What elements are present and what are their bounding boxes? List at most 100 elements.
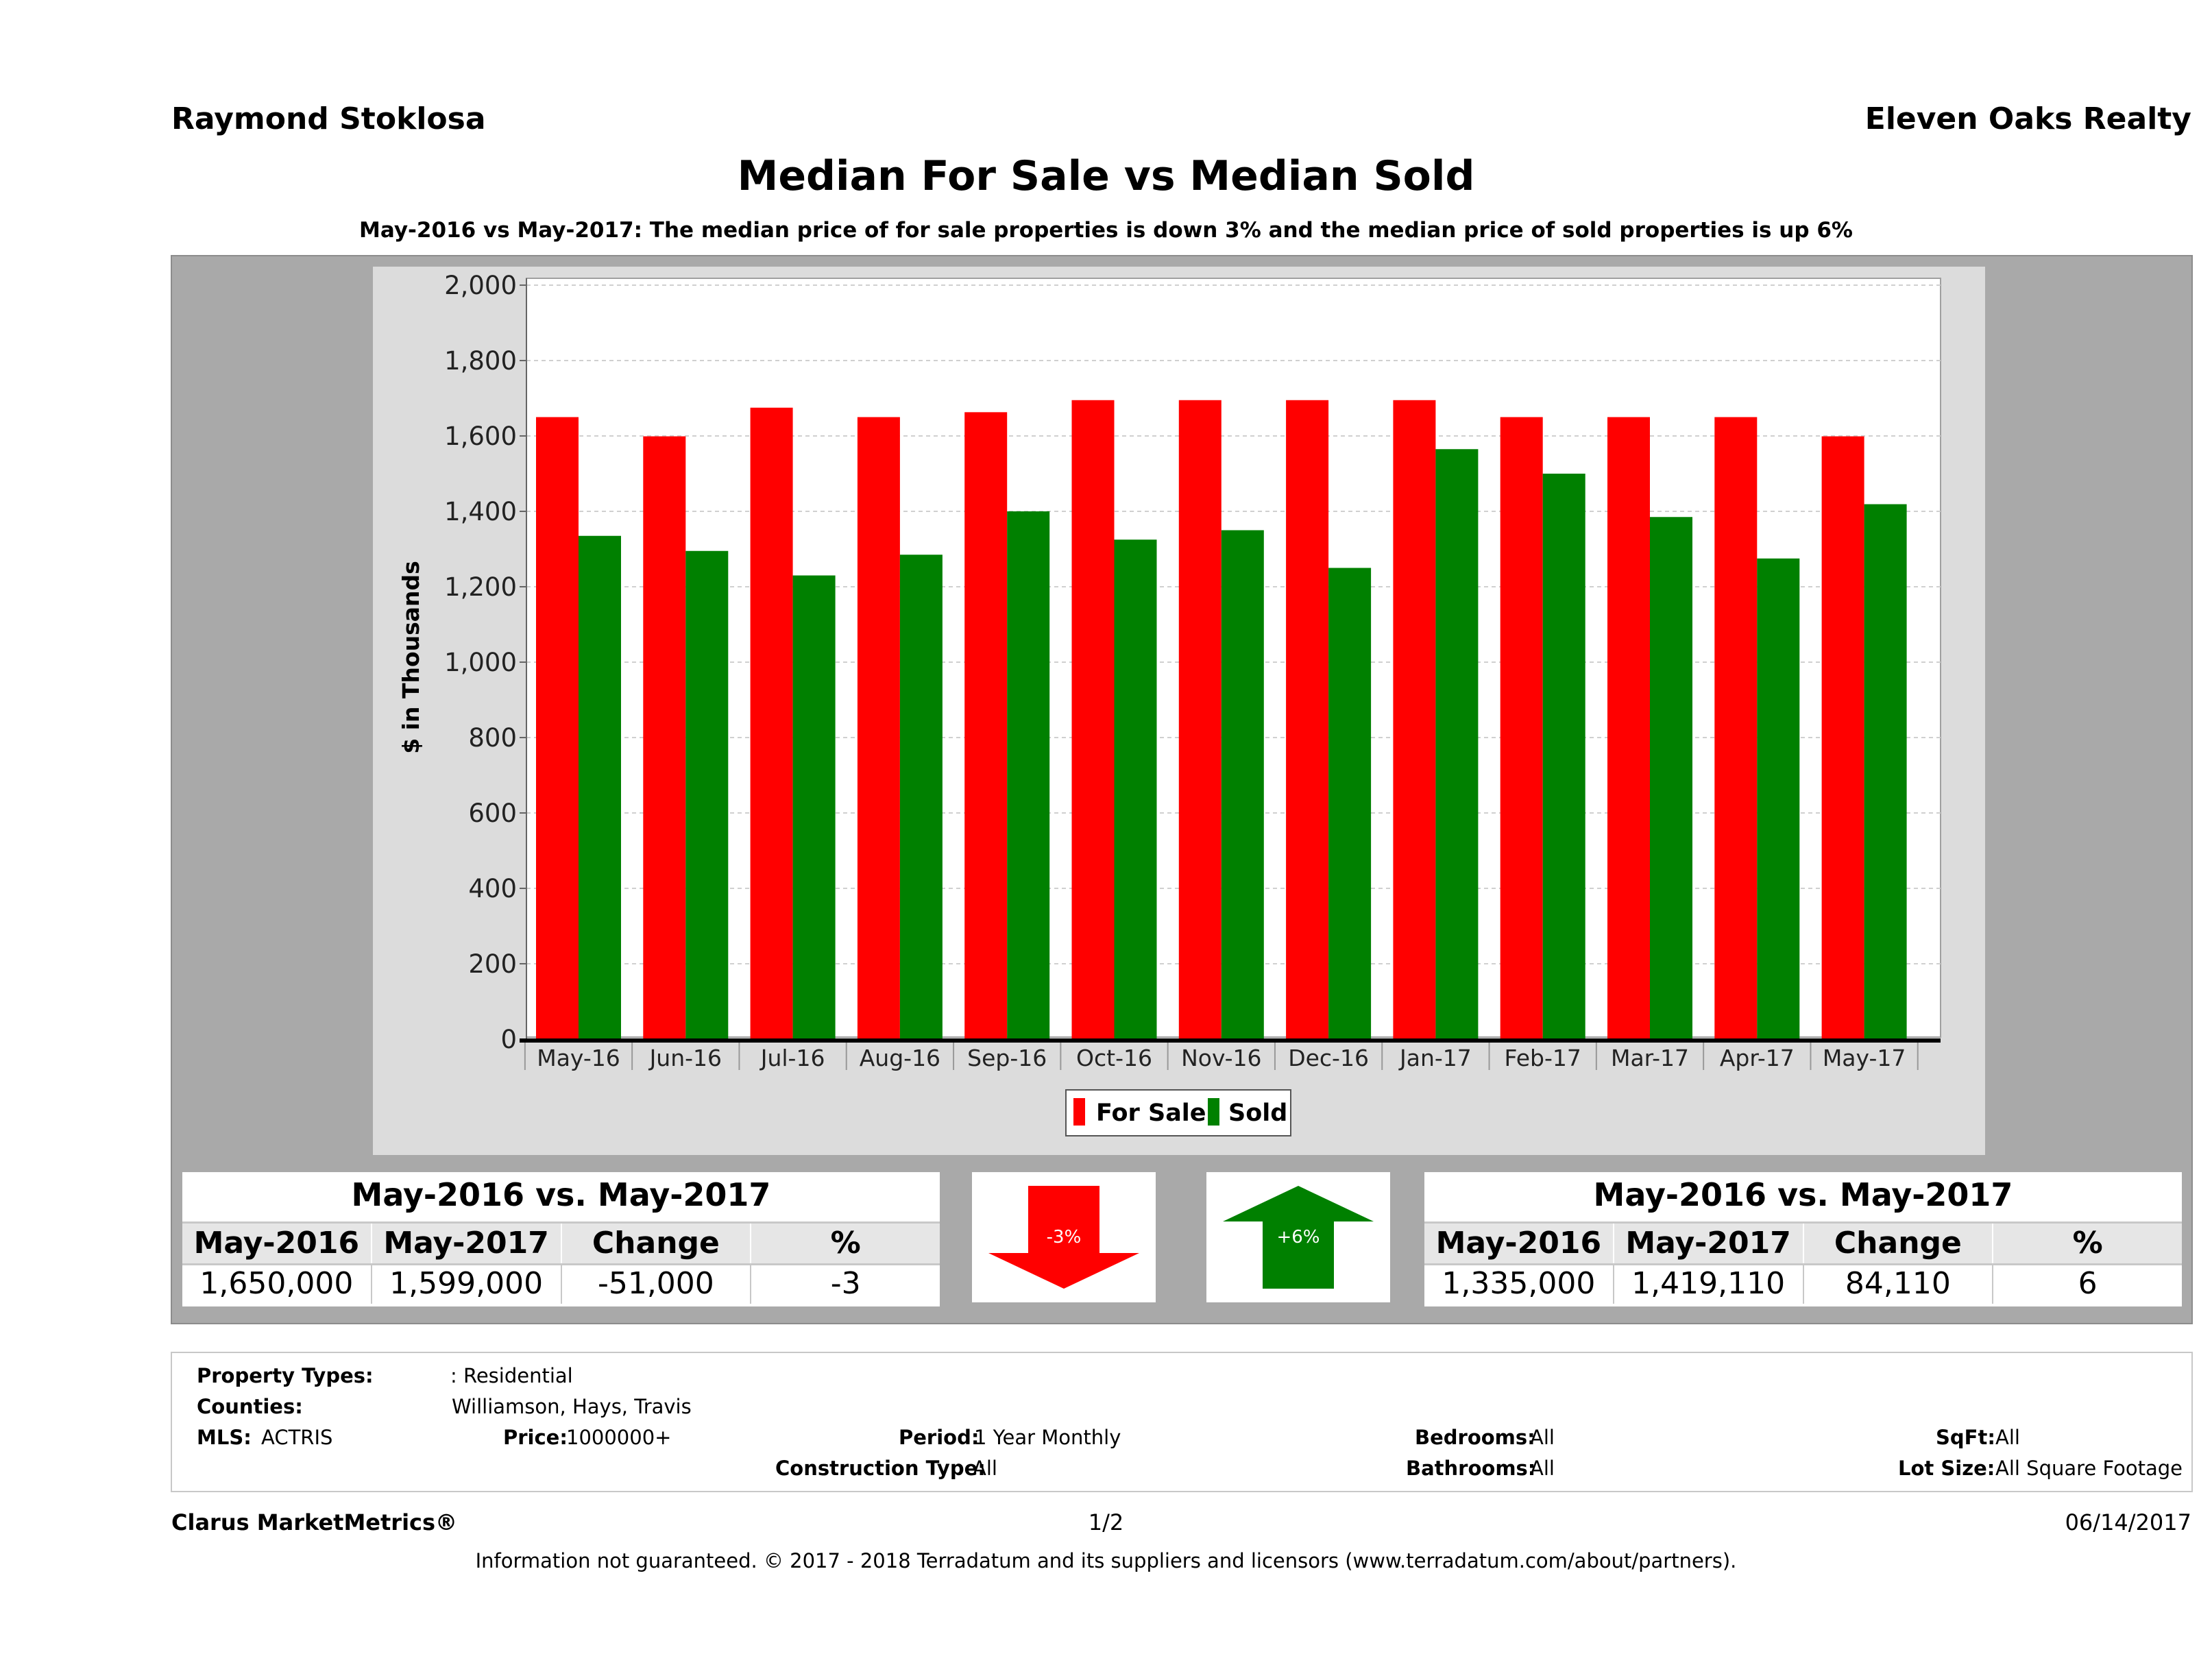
property-types-label: Property Types: <box>197 1364 374 1387</box>
construction-label: Construction Type: <box>775 1457 986 1480</box>
lot-size-label: Lot Size: <box>1898 1457 1995 1480</box>
x-tick-label: Oct-16 <box>1076 1045 1152 1071</box>
bar-sold <box>1757 558 1800 1039</box>
bathrooms-value: All <box>1530 1457 1555 1480</box>
for-sale-value-change: -51,000 <box>562 1264 752 1304</box>
y-axis-label: $ in Thousands <box>398 561 424 754</box>
sold-stats-box: May-2016 vs. May-2017 May-2016 May-2017 … <box>1424 1172 2182 1306</box>
x-tick-label: Feb-17 <box>1505 1045 1581 1071</box>
company-name: Eleven Oaks Realty <box>1864 101 2191 136</box>
criteria-box: Property Types: : Residential Counties: … <box>171 1352 2193 1492</box>
bar-for-sale <box>1286 400 1329 1039</box>
y-tick-label: 1,000 <box>444 648 517 677</box>
x-tick-label: May-16 <box>537 1045 620 1071</box>
bar-sold <box>1435 449 1479 1039</box>
bar-for-sale <box>1393 400 1436 1039</box>
bar-for-sale <box>750 407 793 1039</box>
y-tick-label: 0 <box>500 1025 517 1054</box>
sqft-label: SqFt: <box>1936 1426 1995 1449</box>
chart-legend: For Sale Sold <box>1065 1089 1291 1136</box>
mls-value: ACTRIS <box>261 1426 333 1449</box>
sqft-value: All <box>1995 1426 2020 1449</box>
sold-value-start: 1,335,000 <box>1424 1264 1614 1304</box>
bar-for-sale <box>857 417 900 1039</box>
y-tick-label: 200 <box>468 949 517 979</box>
sold-header-percent: % <box>2072 1226 2103 1261</box>
bedrooms-label: Bedrooms: <box>1415 1426 1535 1449</box>
period-label: Period: <box>899 1426 980 1449</box>
for-sale-stats-row: 1,650,000 1,599,000 -51,000 -3 <box>182 1264 940 1304</box>
sold-value-percent: 6 <box>2078 1266 2098 1301</box>
sold-header-start: May-2016 <box>1424 1224 1614 1263</box>
bar-sold <box>579 535 621 1039</box>
bar-sold <box>1542 474 1585 1039</box>
down-arrow-box: -3% <box>972 1172 1156 1302</box>
for-sale-header-start: May-2016 <box>182 1224 372 1263</box>
counties-label: Counties: <box>197 1395 303 1418</box>
bar-for-sale <box>1821 436 1864 1039</box>
bar-sold <box>1864 504 1907 1039</box>
lot-size-value: All Square Footage <box>1995 1457 2183 1480</box>
x-tick-label: Jul-16 <box>759 1045 825 1071</box>
bar-for-sale <box>536 417 579 1039</box>
bar-for-sale <box>1500 417 1543 1039</box>
for-sale-value-percent: -3 <box>830 1266 861 1301</box>
sold-stats-header: May-2016 May-2017 Change % <box>1424 1221 2182 1265</box>
bar-for-sale <box>1178 400 1222 1039</box>
for-sale-header-percent: % <box>830 1226 861 1261</box>
x-tick-label: Sep-16 <box>967 1045 1047 1071</box>
sold-header-change: Change <box>1804 1224 1994 1263</box>
mls-label: MLS: <box>197 1426 252 1449</box>
y-tick-label: 1,200 <box>444 572 517 602</box>
footer-date: 06/14/2017 <box>2065 1509 2191 1535</box>
for-sale-value-start: 1,650,000 <box>182 1264 372 1304</box>
sold-stats-row: 1,335,000 1,419,110 84,110 6 <box>1424 1264 2182 1304</box>
y-tick-label: 400 <box>468 874 517 903</box>
footer-brand: Clarus MarketMetrics® <box>171 1509 458 1535</box>
bar-for-sale <box>1714 417 1758 1039</box>
bar-sold <box>1007 511 1050 1039</box>
x-tick-label: Mar-17 <box>1611 1045 1689 1071</box>
bedrooms-value: All <box>1530 1426 1555 1449</box>
for-sale-stats-header: May-2016 May-2017 Change % <box>182 1221 940 1265</box>
for-sale-header-change: Change <box>562 1224 752 1263</box>
x-tick-label: Jan-17 <box>1398 1045 1472 1071</box>
down-arrow-icon <box>988 1186 1139 1289</box>
y-tick-label: 600 <box>468 799 517 828</box>
property-types-value: : Residential <box>450 1364 573 1387</box>
bar-sold <box>685 550 729 1039</box>
bar-for-sale <box>964 412 1008 1039</box>
sold-header-end: May-2017 <box>1614 1224 1804 1263</box>
legend-box <box>1065 1089 1291 1136</box>
bar-sold <box>1114 539 1157 1039</box>
up-arrow-box: +6% <box>1206 1172 1390 1302</box>
x-tick-label: Jun-16 <box>648 1045 722 1071</box>
x-tick-label: Dec-16 <box>1288 1045 1369 1071</box>
chart-subtitle: May-2016 vs May-2017: The median price o… <box>359 218 1853 243</box>
chart-area: 0 200 400 600 800 1,000 1,200 1,400 1,600 1,800 2,… <box>373 267 1985 1155</box>
y-tick-label: 1,400 <box>444 497 517 526</box>
y-tick-label: 800 <box>468 723 517 753</box>
for-sale-value-end: 1,599,000 <box>372 1264 562 1304</box>
bar-sold <box>1650 517 1692 1039</box>
for-sale-header-end: May-2017 <box>372 1224 562 1263</box>
sold-value-end: 1,419,110 <box>1614 1264 1804 1304</box>
down-arrow-label: -3% <box>1047 1227 1082 1248</box>
for-sale-stats-box: May-2016 vs. May-2017 May-2016 May-2017 … <box>182 1172 940 1306</box>
bar-sold <box>899 555 943 1039</box>
price-value: 1000000+ <box>566 1426 672 1449</box>
y-tick-label: 2,000 <box>444 271 517 300</box>
bar-sold <box>1221 530 1264 1039</box>
sold-stats-title: May-2016 vs. May-2017 <box>1593 1176 2013 1213</box>
legend-label-sold: Sold <box>1228 1099 1287 1127</box>
bar-for-sale <box>1607 417 1650 1039</box>
y-tick-label: 1,800 <box>444 346 517 376</box>
footer-page: 1/2 <box>1088 1509 1124 1535</box>
construction-value: All <box>973 1457 997 1480</box>
legend-swatch-sold <box>1208 1098 1219 1126</box>
chart-title: Median For Sale vs Median Sold <box>737 152 1475 200</box>
x-tick-label: Apr-17 <box>1720 1045 1795 1071</box>
sold-value-change: 84,110 <box>1804 1264 1994 1304</box>
bathrooms-label: Bathrooms: <box>1406 1457 1536 1480</box>
legend-swatch-for-sale <box>1073 1098 1085 1126</box>
